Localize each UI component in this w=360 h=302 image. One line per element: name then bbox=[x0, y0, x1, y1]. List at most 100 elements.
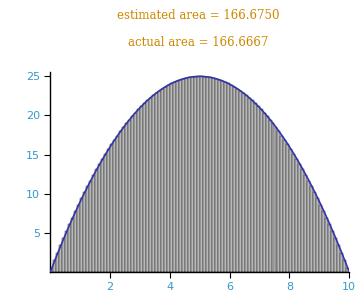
Bar bbox=[215, 79, 218, 272]
Bar bbox=[340, 253, 343, 272]
Bar bbox=[319, 204, 322, 272]
Bar bbox=[134, 113, 137, 272]
Bar bbox=[143, 103, 146, 272]
Bar bbox=[292, 154, 296, 272]
Bar bbox=[107, 149, 110, 272]
Bar bbox=[331, 231, 334, 272]
Bar bbox=[275, 127, 278, 272]
Bar bbox=[149, 98, 152, 272]
Bar bbox=[113, 140, 116, 272]
Bar bbox=[170, 83, 173, 272]
Bar bbox=[248, 98, 251, 272]
Bar bbox=[280, 136, 283, 272]
Bar bbox=[179, 80, 182, 272]
Bar bbox=[262, 113, 266, 272]
Bar bbox=[209, 77, 212, 272]
Bar bbox=[161, 88, 164, 272]
Bar bbox=[185, 78, 188, 272]
Bar bbox=[86, 186, 89, 272]
Bar bbox=[325, 217, 328, 272]
Bar bbox=[164, 87, 167, 272]
Bar bbox=[66, 231, 68, 272]
Bar bbox=[77, 204, 80, 272]
Bar bbox=[251, 100, 253, 272]
Text: estimated area = 166.6750: estimated area = 166.6750 bbox=[117, 9, 279, 22]
Bar bbox=[212, 78, 215, 272]
Bar bbox=[316, 198, 319, 272]
Bar bbox=[322, 211, 325, 272]
Bar bbox=[224, 82, 227, 272]
Bar bbox=[98, 164, 101, 272]
Bar bbox=[200, 76, 203, 272]
Bar bbox=[245, 95, 248, 272]
Bar bbox=[182, 79, 185, 272]
Bar bbox=[140, 106, 143, 272]
Bar bbox=[176, 81, 179, 272]
Bar bbox=[104, 154, 107, 272]
Bar bbox=[194, 77, 197, 272]
Bar bbox=[203, 77, 206, 272]
Bar bbox=[242, 93, 245, 272]
Bar bbox=[71, 217, 74, 272]
Bar bbox=[116, 136, 119, 272]
Bar bbox=[128, 120, 131, 272]
Bar bbox=[221, 81, 224, 272]
Bar bbox=[188, 77, 191, 272]
Bar bbox=[289, 149, 292, 272]
Bar bbox=[313, 192, 316, 272]
Bar bbox=[346, 268, 349, 272]
Bar bbox=[271, 123, 274, 272]
Bar bbox=[119, 131, 122, 272]
Bar bbox=[283, 140, 287, 272]
Bar bbox=[269, 120, 271, 272]
Bar bbox=[334, 238, 337, 272]
Bar bbox=[233, 87, 236, 272]
Bar bbox=[278, 131, 280, 272]
Bar bbox=[158, 91, 161, 272]
Bar bbox=[125, 123, 128, 272]
Bar bbox=[305, 175, 307, 272]
Bar bbox=[152, 95, 155, 272]
Bar bbox=[260, 109, 262, 272]
Bar bbox=[230, 85, 233, 272]
Bar bbox=[50, 268, 53, 272]
Text: actual area = 166.6667: actual area = 166.6667 bbox=[128, 36, 268, 49]
Bar bbox=[101, 159, 104, 272]
Bar bbox=[197, 76, 200, 272]
Bar bbox=[310, 186, 313, 272]
Bar bbox=[173, 82, 176, 272]
Bar bbox=[59, 246, 62, 272]
Bar bbox=[95, 169, 98, 272]
Bar bbox=[146, 100, 149, 272]
Bar bbox=[301, 169, 304, 272]
Bar bbox=[206, 77, 209, 272]
Bar bbox=[92, 175, 95, 272]
Bar bbox=[239, 91, 242, 272]
Bar bbox=[337, 246, 340, 272]
Bar bbox=[296, 159, 298, 272]
Bar bbox=[298, 164, 301, 272]
Bar bbox=[218, 80, 221, 272]
Bar bbox=[307, 181, 310, 272]
Bar bbox=[287, 144, 289, 272]
Bar bbox=[191, 77, 194, 272]
Bar bbox=[83, 192, 86, 272]
Bar bbox=[68, 224, 71, 272]
Bar bbox=[131, 116, 134, 272]
Bar bbox=[53, 260, 57, 272]
Bar bbox=[253, 103, 257, 272]
Bar bbox=[122, 127, 125, 272]
Bar bbox=[89, 181, 92, 272]
Bar bbox=[74, 211, 77, 272]
Bar bbox=[343, 260, 346, 272]
Bar bbox=[236, 88, 239, 272]
Bar bbox=[62, 238, 66, 272]
Bar bbox=[137, 109, 140, 272]
Bar bbox=[57, 253, 59, 272]
Bar bbox=[266, 116, 269, 272]
Bar bbox=[227, 83, 230, 272]
Bar bbox=[328, 224, 331, 272]
Bar bbox=[155, 93, 158, 272]
Bar bbox=[167, 85, 170, 272]
Bar bbox=[80, 198, 83, 272]
